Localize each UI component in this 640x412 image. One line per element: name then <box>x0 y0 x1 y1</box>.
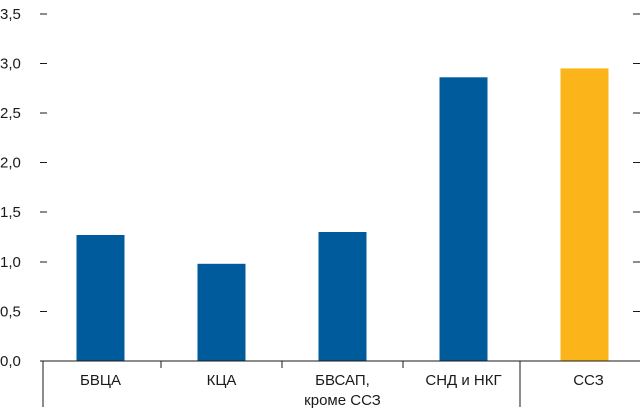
x-category-label: КЦА <box>207 372 237 389</box>
bars <box>76 68 609 362</box>
y-tick-label: 2,5 <box>0 105 21 122</box>
x-category-label: кроме ССЗ <box>304 392 381 409</box>
right-axis-ticks <box>633 13 640 312</box>
y-tick-label: 1,5 <box>0 204 21 221</box>
x-category-label: БВСАП, <box>315 372 370 389</box>
bar <box>197 263 246 361</box>
x-category-label: ССЗ <box>573 372 604 389</box>
bar <box>560 68 609 362</box>
x-category-label: БВЦА <box>80 372 121 389</box>
y-tick-label: 0,5 <box>0 303 21 320</box>
y-tick-label: 3,0 <box>0 55 21 72</box>
y-tick-label: 2,0 <box>0 155 21 172</box>
y-tick-label: 1,0 <box>0 254 21 271</box>
x-axis: БВЦА КЦА БВСАП, кроме ССЗ СНД и НКГ ССЗ <box>42 360 640 409</box>
y-axis: 0,0 0,5 1,0 1,5 2,0 2,5 3,0 3,5 <box>0 6 47 370</box>
y-tick-label: 0,0 <box>0 353 21 370</box>
bar <box>76 235 125 361</box>
x-category-label: СНД и НКГ <box>425 372 501 389</box>
bar <box>318 232 367 361</box>
y-tick-label: 3,5 <box>0 6 21 23</box>
bar <box>439 77 488 362</box>
